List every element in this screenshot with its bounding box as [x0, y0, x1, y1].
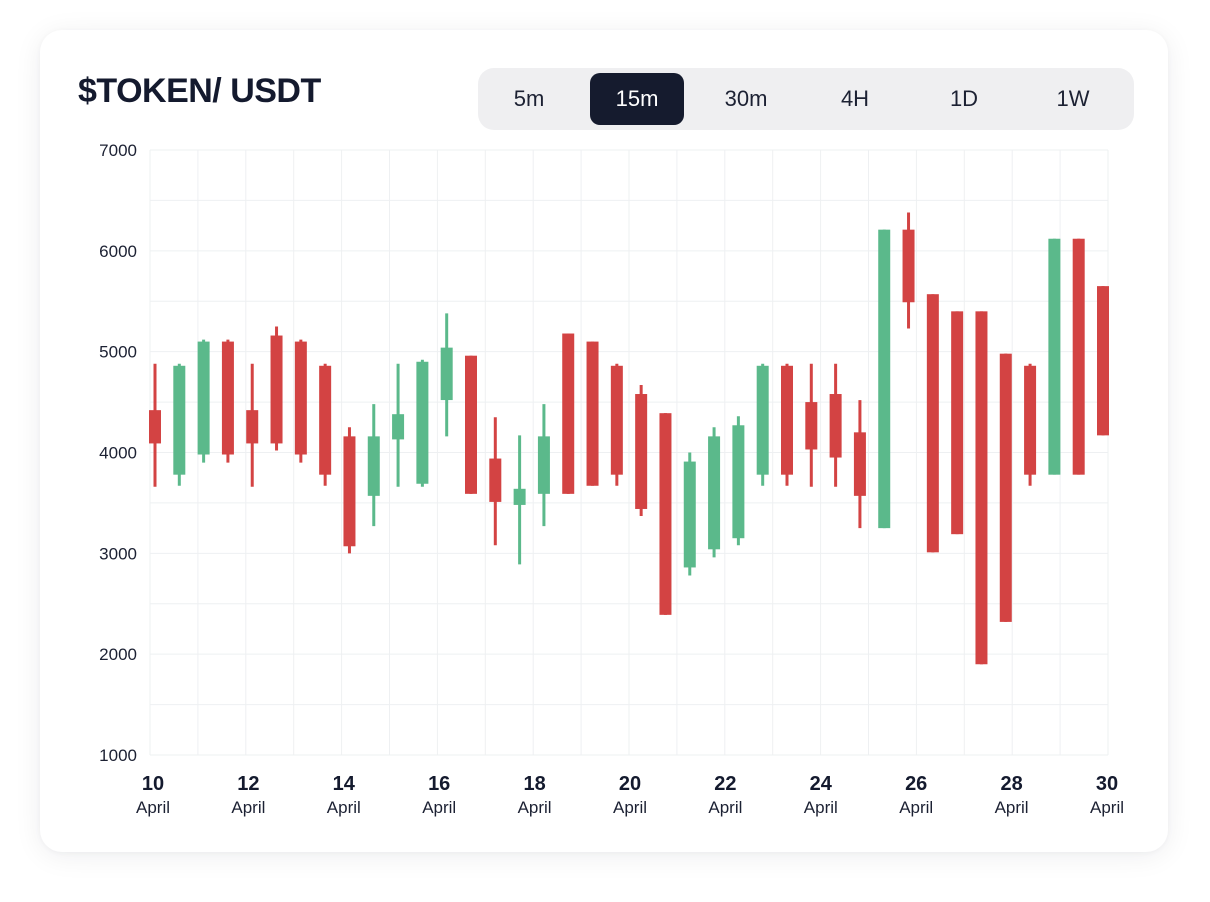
- candle-body: [829, 394, 842, 458]
- y-tick-label: 5000: [99, 343, 137, 362]
- candle-body: [513, 488, 526, 505]
- candle-body: [294, 341, 307, 455]
- x-tick-day: 24: [810, 773, 833, 795]
- candle-body: [805, 402, 818, 450]
- candle-body: [343, 436, 356, 547]
- candle-body: [440, 347, 453, 401]
- candle-body: [246, 410, 259, 444]
- candle-body: [659, 413, 672, 615]
- y-tick-label: 6000: [99, 242, 137, 261]
- candle-body: [951, 311, 964, 535]
- x-tick-month: April: [995, 798, 1029, 817]
- candle-body: [197, 341, 210, 455]
- x-tick-day: 20: [619, 773, 641, 795]
- pair-title: $TOKEN/ USDT: [78, 72, 321, 110]
- candle-body: [1048, 238, 1061, 475]
- candle-body: [635, 394, 648, 509]
- x-tick-day: 30: [1096, 773, 1118, 795]
- y-tick-label: 7000: [99, 141, 137, 160]
- candle-body: [416, 361, 429, 484]
- x-tick-day: 14: [333, 773, 356, 795]
- y-tick-label: 1000: [99, 746, 137, 765]
- timeframe-1d[interactable]: 1D: [917, 73, 1011, 125]
- candle-body: [610, 365, 623, 475]
- x-tick-month: April: [422, 798, 456, 817]
- candle-body: [853, 432, 866, 496]
- candle-body: [999, 353, 1012, 622]
- x-tick-month: April: [804, 798, 838, 817]
- x-tick-day: 26: [905, 773, 927, 795]
- candle-body: [173, 365, 186, 475]
- candle-body: [319, 365, 332, 475]
- x-tick-month: April: [136, 798, 170, 817]
- candle-body: [902, 229, 915, 303]
- x-tick-day: 28: [1000, 773, 1022, 795]
- candle-body: [489, 458, 502, 502]
- y-tick-label: 3000: [99, 544, 137, 563]
- candle-body: [221, 341, 234, 455]
- timeframe-15m[interactable]: 15m: [590, 73, 684, 125]
- x-tick-month: April: [518, 798, 552, 817]
- candle-body: [1024, 365, 1037, 475]
- candle-body: [878, 229, 891, 529]
- x-tick-day: 18: [523, 773, 545, 795]
- candle-body: [708, 436, 721, 550]
- candle-body: [975, 311, 988, 665]
- candle-body: [367, 436, 380, 496]
- candle-body: [270, 335, 283, 444]
- candle-body: [683, 461, 696, 568]
- y-tick-label: 2000: [99, 645, 137, 664]
- x-tick-month: April: [708, 798, 742, 817]
- candle-body: [562, 333, 575, 494]
- timeframe-4h[interactable]: 4H: [808, 73, 902, 125]
- x-tick-month: April: [327, 798, 361, 817]
- x-tick-day: 16: [428, 773, 450, 795]
- candle-body: [732, 425, 745, 539]
- x-tick-month: April: [613, 798, 647, 817]
- x-tick-day: 12: [237, 773, 259, 795]
- y-tick-label: 4000: [99, 444, 137, 463]
- candle-body: [781, 365, 793, 475]
- timeframe-selector: 5m 15m 30m 4H 1D 1W: [478, 68, 1134, 130]
- timeframe-30m[interactable]: 30m: [699, 73, 793, 125]
- candle-body: [756, 365, 769, 475]
- timeframe-1w[interactable]: 1W: [1026, 73, 1120, 125]
- candle-body: [465, 355, 477, 494]
- candle-body: [392, 414, 405, 440]
- timeframe-5m[interactable]: 5m: [482, 73, 576, 125]
- x-tick-month: April: [1090, 798, 1124, 817]
- candle-body: [1097, 286, 1109, 436]
- x-tick-month: April: [231, 798, 265, 817]
- candle-body: [537, 436, 550, 494]
- x-tick-day: 10: [142, 773, 164, 795]
- candle-body: [1072, 238, 1085, 475]
- candle-body: [926, 294, 939, 553]
- candle-body: [586, 341, 599, 486]
- x-tick-month: April: [899, 798, 933, 817]
- x-tick-day: 22: [714, 773, 736, 795]
- candle-body: [149, 410, 161, 444]
